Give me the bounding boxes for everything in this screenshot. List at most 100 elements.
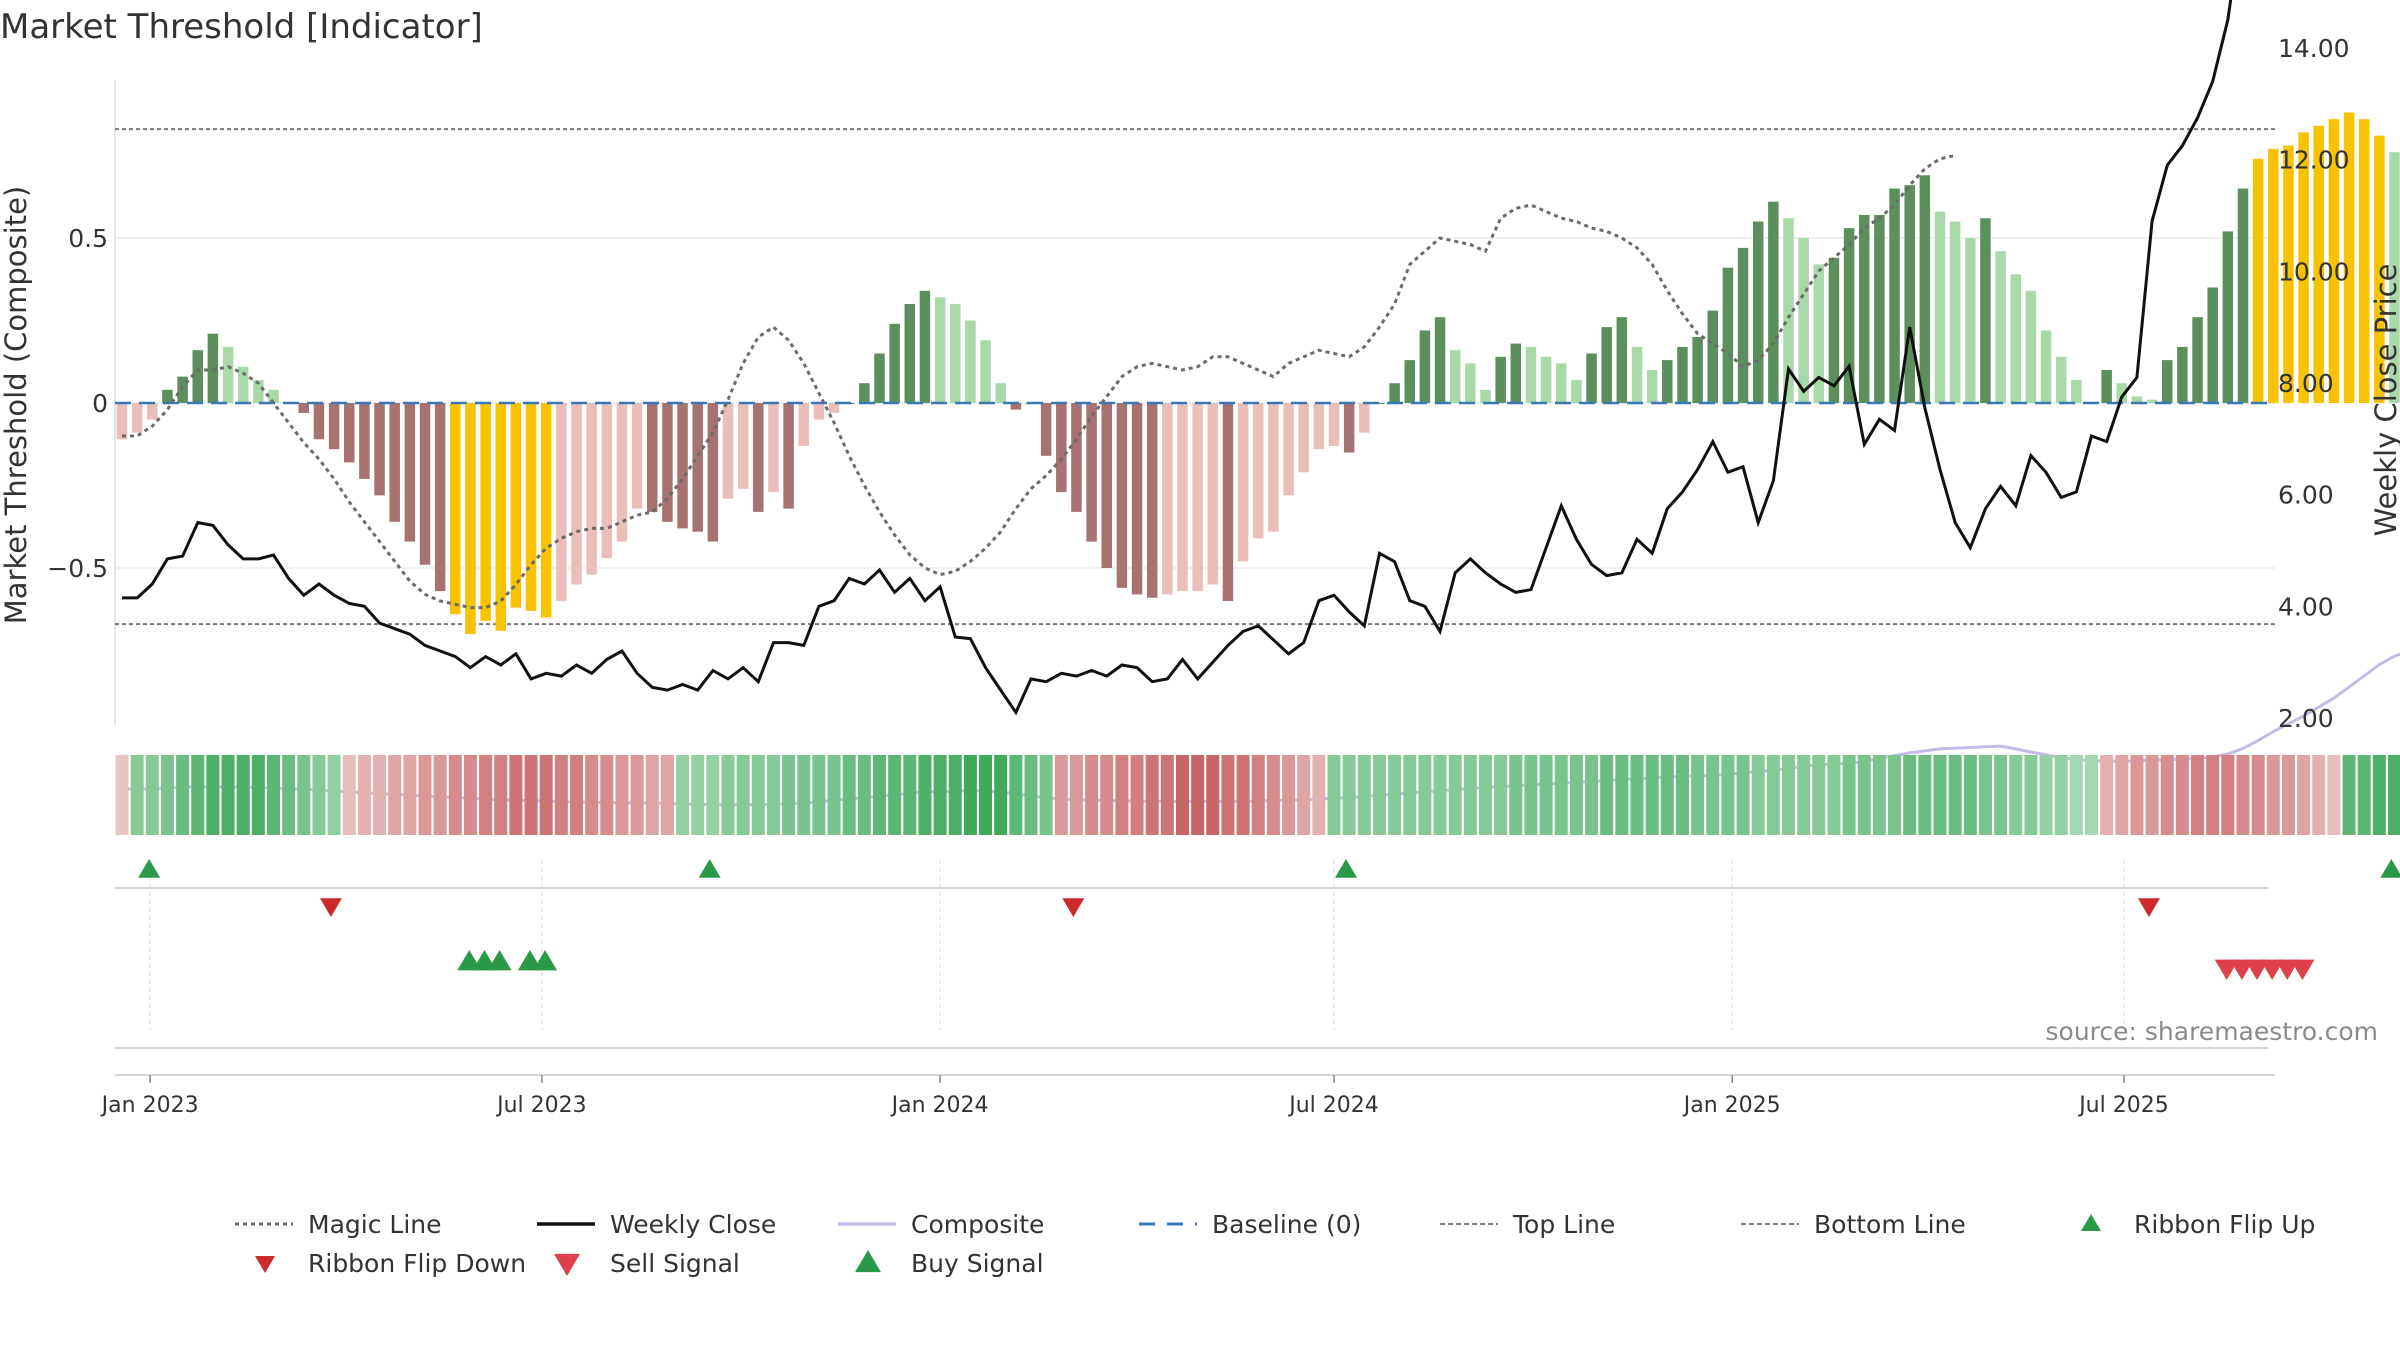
ribbon-cell [979, 755, 993, 835]
histogram-bar [298, 403, 310, 413]
histogram-bar [1980, 218, 1991, 403]
ribbon-flip-down-marker [319, 898, 342, 917]
histogram-bar [980, 340, 991, 403]
histogram-bar [2252, 158, 2264, 403]
legend-item: Composite [838, 1210, 1044, 1239]
histogram-bar [2025, 290, 2037, 403]
magic-line [122, 154, 1956, 610]
ribbon-cell [1433, 755, 1447, 835]
ribbon-cell [1266, 755, 1280, 835]
ribbon-cell [812, 755, 826, 835]
ribbon-cell [1797, 755, 1811, 835]
ribbon-cell [115, 755, 129, 835]
ribbon-cell [1403, 755, 1417, 835]
histogram-bar [2283, 145, 2294, 403]
left-tick-label: −0.5 [47, 554, 108, 583]
ribbon-cell [2145, 755, 2159, 835]
histogram-bar [131, 403, 143, 433]
left-tick-label: 0 [92, 389, 108, 418]
buy-signal-marker [472, 950, 497, 971]
ribbon-cell [1069, 755, 1083, 835]
right-tick-label: 8.00 [2278, 369, 2334, 398]
ribbon-cell [736, 755, 750, 835]
histogram-bar [2071, 379, 2082, 403]
histogram-bar [813, 403, 825, 420]
ribbon-cell [1827, 755, 1841, 835]
histogram-bar [2237, 188, 2249, 403]
histogram-bar [116, 403, 128, 440]
ribbon-cell [2297, 755, 2311, 835]
ribbon-cell [827, 755, 841, 835]
ribbon-cell [1963, 755, 1977, 835]
ribbon-cell [1463, 755, 1477, 835]
ribbon-cell [1782, 755, 1795, 835]
legend-item: Sell Signal [610, 1249, 740, 1278]
ribbon-cell [1933, 755, 1947, 835]
ribbon-cell [1554, 755, 1568, 835]
ribbon-flip-up-marker [1335, 859, 1357, 878]
x-tick-label: Jul 2025 [2077, 1093, 2169, 1118]
ribbon-cell [1115, 755, 1129, 835]
legend-label: Composite [911, 1210, 1044, 1239]
ribbon-cell [1297, 755, 1311, 835]
ribbon-cell [1448, 755, 1462, 835]
histogram-bar [540, 403, 552, 618]
ribbon-cell [463, 755, 477, 835]
x-tick-label: Jan 2024 [890, 1093, 989, 1118]
ribbon-cell [1994, 755, 2008, 835]
histogram-bar [1586, 353, 1597, 403]
ribbon-cell [1600, 755, 1614, 835]
histogram-bar [2010, 274, 2021, 403]
ribbon-cell [206, 755, 220, 835]
ribbon-cell [2312, 755, 2326, 835]
ribbon-cell [842, 755, 856, 835]
histogram-bar [919, 290, 931, 403]
ribbon-flip-up-marker [698, 859, 721, 878]
histogram-bar [1556, 363, 1567, 403]
histogram-bar [662, 403, 673, 522]
ribbon-cell [554, 755, 568, 835]
legend-item: Magic Line [235, 1210, 442, 1239]
histogram-bar [2268, 148, 2279, 403]
histogram-bar [859, 383, 870, 403]
right-tick-label: 2.00 [2278, 704, 2334, 733]
ribbon-cell [1418, 755, 1432, 835]
ribbon-cell [1660, 755, 1674, 835]
histogram-bar [1510, 343, 1522, 403]
histogram-bar [1616, 317, 1628, 403]
ribbon-flip-down-marker [1062, 898, 1085, 917]
ribbon-cell [2191, 755, 2205, 835]
ribbon-cell [297, 755, 311, 835]
ribbon-cell [1903, 755, 1917, 835]
ribbon-cell [2236, 755, 2250, 835]
ribbon-cell [1221, 755, 1235, 835]
ribbon-cell [2266, 755, 2280, 835]
histogram-bar [586, 403, 597, 575]
ribbon-cell [918, 755, 932, 835]
legend-label: Sell Signal [610, 1249, 740, 1278]
chart-title: Market Threshold [Indicator] [0, 7, 483, 47]
ribbon-cell [373, 755, 387, 835]
histogram-bar [253, 379, 264, 403]
histogram-bar [1752, 221, 1764, 403]
histogram-bar [465, 403, 476, 634]
histogram-bar [904, 304, 916, 403]
ribbon-cell [1372, 755, 1386, 835]
histogram-bar [1116, 403, 1128, 588]
histogram-bar [1237, 403, 1249, 562]
histogram-bar [268, 389, 279, 403]
histogram-bar [1783, 218, 1794, 403]
ribbon-cell [1054, 755, 1068, 835]
histogram-bar [1768, 201, 1779, 403]
legend-label: Top Line [1512, 1210, 1615, 1239]
histogram-bar [1434, 317, 1446, 403]
ribbon-cell [1751, 755, 1765, 835]
ribbon-cell [160, 755, 174, 835]
histogram-bar [389, 403, 400, 522]
ribbon-cell [1282, 755, 1296, 835]
ribbon-cell [1251, 755, 1265, 835]
ribbon-cell [903, 755, 917, 835]
ribbon-cell [630, 755, 644, 835]
sell-signal-marker [2214, 959, 2239, 980]
ribbon-cell [1857, 755, 1871, 835]
